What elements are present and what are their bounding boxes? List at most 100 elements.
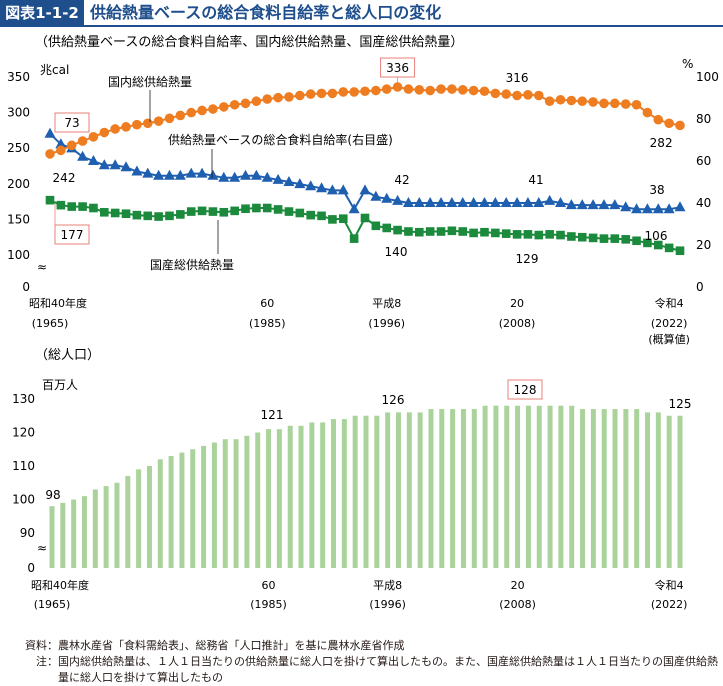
x-tick-year: (1965) [32, 317, 69, 330]
population-bar [482, 405, 488, 568]
population-bar [634, 409, 640, 568]
self-sufficiency-rate-point [153, 169, 165, 180]
domestic-supply-calories-point [175, 110, 186, 121]
left-tick-label: 0 [22, 280, 30, 294]
domestic-production-calories-point [675, 246, 685, 256]
population-bar [125, 476, 131, 568]
domestic-supply-calories-point [88, 132, 99, 142]
domestic-supply-calories-point [403, 84, 414, 94]
domestic-supply-calories-point [436, 84, 446, 94]
label-1965-domestic-supply: 242 [53, 171, 76, 185]
label-1996-population: 126 [382, 393, 405, 407]
x-tick-year: (1965) [34, 598, 71, 611]
domestic-supply-calories-point [392, 82, 403, 92]
domestic-production-calories-point [653, 240, 663, 250]
x-tick-year: (1985) [249, 317, 286, 330]
domestic-production-calories-point [393, 225, 402, 235]
x-tick-label: 令和4 [655, 578, 684, 592]
self-sufficiency-rate-point [522, 197, 534, 207]
domestic-production-calories-point [328, 215, 337, 224]
self-sufficiency-rate-point [120, 161, 132, 172]
population-bar [525, 405, 531, 568]
label-1965-domestic-production-box [54, 224, 90, 245]
self-sufficiency-rate-point [370, 190, 382, 201]
footer-notes: 資料： 農林水産省「食料需給表」、総務省「人口推計」を基に農林水産省作成 注： … [20, 638, 720, 686]
population-bar [146, 466, 152, 568]
chart2-subtitle: （総人口） [35, 348, 100, 363]
domestic-supply-calories-point [371, 85, 381, 96]
population-bar [352, 415, 358, 568]
self-sufficiency-rate-point [598, 199, 610, 210]
domestic-supply-calories-point [610, 98, 620, 109]
self-sufficiency-rate-point [609, 199, 621, 210]
population-bar [81, 496, 87, 568]
domestic-supply-calories-point [316, 88, 327, 99]
population-bar [612, 409, 618, 568]
figure-number: 図表1-1-2 [0, 0, 84, 26]
population-bar [298, 425, 304, 568]
label-peak-population-box [507, 379, 543, 400]
self-sufficiency-rate-point [446, 197, 458, 207]
domestic-supply-calories-point [642, 107, 653, 118]
domestic-production-calories-point [338, 214, 348, 223]
series-label-self-sufficiency: 供給熱量ベースの総合食料自給率(右目盛) [168, 132, 393, 147]
domestic-production-calories-point [219, 207, 229, 217]
domestic-supply-calories-point [588, 97, 598, 107]
self-sufficiency-rate-point [87, 155, 99, 165]
population-bar [493, 405, 499, 568]
population-bar [287, 425, 293, 568]
domestic-supply-calories-point [675, 120, 685, 131]
domestic-supply-calories-point [566, 95, 577, 106]
note-label: 注： [36, 655, 58, 668]
left-tick-label: 300 [7, 106, 30, 120]
y-axis-unit: 百万人 [42, 378, 78, 392]
domestic-supply-calories-point [218, 102, 229, 112]
label-2022-population: 125 [669, 397, 692, 411]
population-bar [331, 419, 337, 568]
x-tick-label: 60 [260, 297, 274, 310]
population-bar [255, 432, 261, 568]
domestic-production-calories-point [110, 208, 120, 218]
right-tick-label: 0 [696, 280, 704, 294]
self-sufficiency-rate-point [305, 180, 317, 191]
self-sufficiency-rate-point [196, 167, 208, 178]
population-bar [395, 412, 401, 568]
domestic-production-calories-point [295, 208, 305, 218]
self-sufficiency-rate-point [142, 167, 154, 178]
self-sufficiency-rate-point [489, 197, 501, 207]
self-sufficiency-rate-point [631, 203, 643, 214]
domestic-supply-calories-point [447, 84, 457, 94]
domestic-production-calories-point [469, 228, 478, 238]
domestic-production-calories-point [56, 200, 66, 210]
population-bar [623, 409, 629, 568]
self-sufficiency-rate-point [77, 150, 89, 161]
domestic-production-calories-point [491, 228, 500, 238]
domestic-supply-calories-point [142, 118, 153, 129]
domestic-production-calories-point [501, 229, 511, 238]
domestic-production-calories-point [360, 213, 370, 223]
x-tick-label: 20 [511, 579, 525, 592]
domestic-production-calories-point [143, 211, 153, 221]
population-chart: （総人口） 百万人 0 90 100 110 120 130 ≈ 昭和40年度 (1965) 60 (1… [12, 348, 692, 611]
domestic-supply-calories-point [490, 88, 501, 99]
population-bar [471, 409, 477, 568]
domestic-production-calories-point [67, 202, 77, 211]
domestic-supply-calories-point [99, 127, 110, 138]
domestic-supply-calories-point [132, 119, 142, 130]
y-tick-label: 110 [12, 459, 35, 473]
left-tick-label: 200 [7, 177, 30, 191]
population-bar [157, 459, 163, 568]
domestic-production-calories-point [197, 206, 207, 216]
domestic-production-calories-point [132, 210, 142, 220]
domestic-production-calories-point [664, 243, 674, 253]
self-sufficiency-rate-point [272, 173, 284, 184]
domestic-supply-calories-point [555, 94, 566, 105]
domestic-production-calories-point [45, 195, 55, 205]
domestic-production-calories-point [599, 234, 609, 243]
header-underline [0, 25, 723, 27]
domestic-production-calories-point [100, 207, 109, 217]
domestic-production-calories-point [78, 202, 87, 211]
population-bar [201, 445, 207, 568]
domestic-supply-calories-point [664, 118, 674, 129]
domestic-production-calories-point [284, 207, 294, 216]
